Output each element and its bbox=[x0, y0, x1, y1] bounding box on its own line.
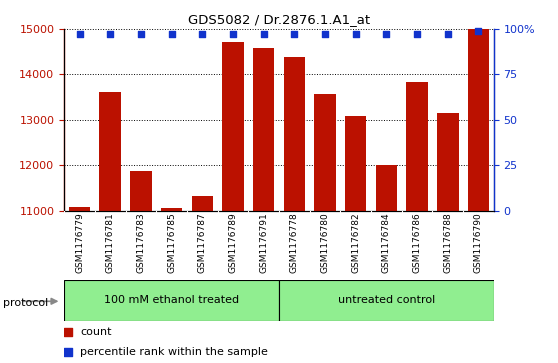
Bar bbox=[64, 280, 279, 321]
Bar bbox=[253, 48, 275, 211]
Bar bbox=[161, 208, 182, 211]
Bar bbox=[437, 113, 459, 211]
Text: GDS5082 / Dr.2876.1.A1_at: GDS5082 / Dr.2876.1.A1_at bbox=[188, 13, 370, 26]
Text: GSM1176786: GSM1176786 bbox=[412, 213, 422, 273]
Text: untreated control: untreated control bbox=[338, 295, 435, 305]
Text: GSM1176782: GSM1176782 bbox=[351, 213, 360, 273]
Text: count: count bbox=[80, 327, 112, 337]
Bar bbox=[222, 42, 244, 211]
Point bbox=[136, 32, 145, 37]
Point bbox=[412, 32, 421, 37]
Text: GSM1176779: GSM1176779 bbox=[75, 213, 84, 273]
Bar bbox=[468, 29, 489, 211]
Bar bbox=[314, 94, 336, 211]
Text: GSM1176787: GSM1176787 bbox=[198, 213, 207, 273]
Text: 100 mM ethanol treated: 100 mM ethanol treated bbox=[104, 295, 239, 305]
Point bbox=[290, 32, 299, 37]
Text: GSM1176789: GSM1176789 bbox=[228, 213, 238, 273]
Text: GSM1176781: GSM1176781 bbox=[105, 213, 115, 273]
Point bbox=[259, 32, 268, 37]
Point bbox=[198, 32, 206, 37]
Point bbox=[351, 32, 360, 37]
Text: GSM1176788: GSM1176788 bbox=[443, 213, 453, 273]
Bar bbox=[279, 280, 494, 321]
Text: GSM1176778: GSM1176778 bbox=[290, 213, 299, 273]
Point bbox=[314, 272, 323, 278]
Bar bbox=[406, 82, 428, 211]
Point bbox=[474, 28, 483, 34]
Text: protocol: protocol bbox=[3, 298, 48, 308]
Bar bbox=[345, 116, 367, 211]
Bar bbox=[283, 57, 305, 211]
Bar bbox=[99, 92, 121, 211]
Text: GSM1176780: GSM1176780 bbox=[320, 213, 330, 273]
Text: GSM1176785: GSM1176785 bbox=[167, 213, 176, 273]
Bar bbox=[191, 196, 213, 211]
Bar bbox=[69, 207, 90, 211]
Point bbox=[320, 32, 329, 37]
Point bbox=[382, 32, 391, 37]
Bar bbox=[376, 165, 397, 211]
Point bbox=[228, 32, 237, 37]
Text: GSM1176784: GSM1176784 bbox=[382, 213, 391, 273]
Bar bbox=[130, 171, 152, 211]
Point bbox=[167, 32, 176, 37]
Text: GSM1176791: GSM1176791 bbox=[259, 213, 268, 273]
Text: GSM1176790: GSM1176790 bbox=[474, 213, 483, 273]
Text: percentile rank within the sample: percentile rank within the sample bbox=[80, 347, 268, 357]
Point bbox=[314, 91, 323, 97]
Point bbox=[443, 32, 452, 37]
Text: GSM1176783: GSM1176783 bbox=[136, 213, 146, 273]
Point bbox=[75, 32, 84, 37]
Point bbox=[105, 32, 115, 37]
